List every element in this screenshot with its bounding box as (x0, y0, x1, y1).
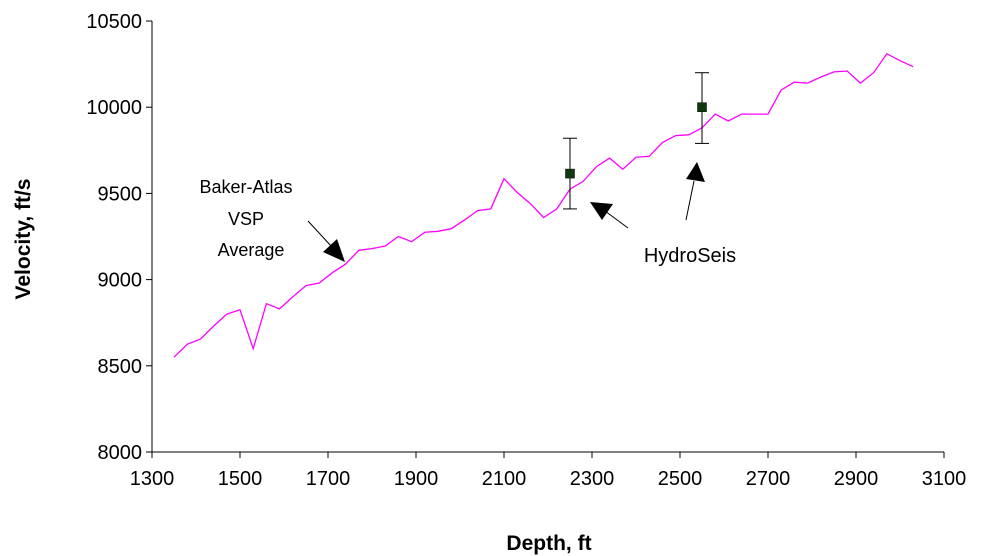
y-axis-title: Velocity, ft/s (12, 179, 35, 300)
x-tick-label: 2300 (570, 468, 615, 490)
annotation-hydroseis-label: HydroSeis (644, 245, 736, 267)
annotation-arrow-hydroseis-left (604, 210, 629, 229)
tick-labels: 8000 8500 9000 9500 10000 10500 1300 1500 1700 19… (86, 11, 966, 490)
x-tick-label: 2500 (658, 468, 703, 490)
y-tick-label: 9500 (98, 183, 143, 205)
annotation-baker-atlas-line1: Baker-Atlas (199, 177, 292, 197)
series (173, 52, 914, 358)
x-tick-label: 2900 (834, 468, 879, 490)
annotation-arrow-vsp (307, 220, 333, 248)
x-tick-label: 1300 (130, 468, 175, 490)
y-tick-label: 8500 (98, 356, 143, 378)
y-tick-label: 10000 (86, 97, 142, 119)
x-tick-label: 2700 (746, 468, 791, 490)
data-point-hydroseis (697, 102, 707, 112)
x-tick-label: 1900 (394, 468, 439, 490)
y-tick-label: 9000 (98, 270, 143, 292)
annotation-arrow-hydroseis-right (685, 180, 695, 221)
annotation-baker-atlas-line2: VSP (228, 209, 264, 229)
y-tick-label: 8000 (98, 442, 143, 464)
series-line-vsp-average (173, 52, 914, 358)
x-tick-label: 1500 (218, 468, 263, 490)
annotation-arrowhead-vsp (323, 239, 345, 262)
annotation-arrowhead-hydroseis-right (686, 162, 705, 182)
x-axis-title: Depth, ft (506, 532, 591, 555)
annotation-arrowhead-hydroseis-left (590, 202, 613, 220)
data-point-hydroseis (565, 168, 575, 179)
x-tick-label: 1700 (306, 468, 351, 490)
x-tick-label: 3100 (922, 468, 967, 490)
annotation-baker-atlas: Baker-Atlas VSP Average (199, 177, 345, 262)
tick-marks (146, 20, 945, 458)
x-tick-label: 2100 (482, 468, 527, 490)
axes (151, 21, 944, 453)
annotation-baker-atlas-line3: Average (218, 240, 285, 260)
y-tick-label: 10500 (86, 11, 142, 33)
annotation-hydroseis: HydroSeis (590, 162, 736, 267)
